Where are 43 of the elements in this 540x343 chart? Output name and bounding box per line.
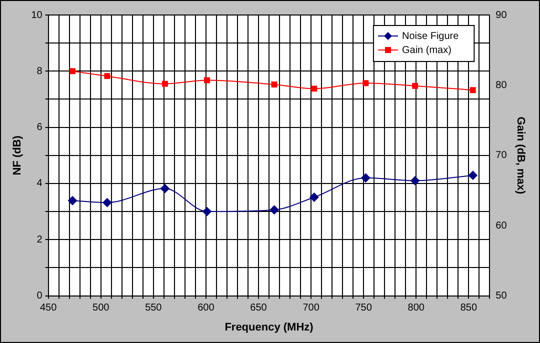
x-tick-label: 850 — [460, 302, 478, 314]
y2-axis-title: Gain (dB, max) — [514, 116, 526, 195]
x-tick-label: 800 — [408, 302, 425, 314]
point — [202, 207, 212, 216]
y-axis-title: NF (dB) — [12, 135, 24, 176]
point — [470, 87, 476, 94]
y2-tick-label: 50 — [496, 290, 508, 302]
y2-tick-label: 60 — [496, 220, 508, 232]
point — [468, 170, 478, 180]
y2-tick-label: 80 — [496, 80, 508, 91]
point — [362, 80, 369, 86]
x-tick-label: 500 — [92, 302, 110, 314]
x-tick-label: 600 — [198, 302, 215, 314]
point — [204, 77, 210, 84]
point — [162, 80, 168, 87]
point — [311, 86, 318, 92]
legend-label: Noise Figure — [402, 30, 460, 42]
legend-label: Gain (max) — [402, 44, 452, 56]
point — [160, 184, 170, 194]
x-tick-label: 750 — [355, 302, 372, 314]
x-tick-label: 700 — [302, 302, 320, 314]
y-tick-label: 8 — [36, 66, 43, 77]
point — [70, 68, 76, 74]
point — [68, 196, 77, 206]
y-tick-label: 2 — [36, 234, 43, 246]
x-axis-title: Frequency (MHz) — [224, 321, 314, 334]
point — [271, 82, 278, 88]
point — [104, 73, 110, 80]
point — [270, 205, 279, 214]
y-tick-label: 6 — [36, 122, 43, 134]
point — [410, 176, 420, 186]
x-tick-label: 550 — [145, 302, 162, 314]
y-tick-label: 0 — [36, 290, 43, 302]
y2-tick-label: 70 — [496, 150, 508, 162]
y-tick-label: 10 — [31, 10, 43, 21]
x-tick-label: 650 — [250, 302, 268, 314]
point — [412, 82, 418, 89]
point — [361, 173, 370, 182]
x-tick-label: 450 — [40, 302, 58, 314]
point — [310, 192, 319, 202]
point — [102, 198, 112, 208]
y-tick-label: 4 — [36, 178, 43, 190]
y2-tick-label: 90 — [496, 10, 508, 21]
